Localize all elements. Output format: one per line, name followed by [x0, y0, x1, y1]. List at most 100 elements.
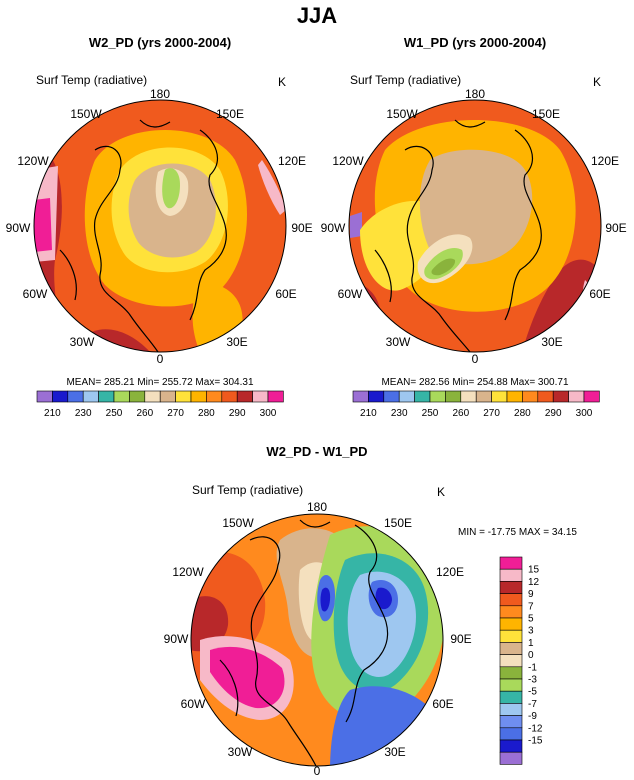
lon-label-120w: 120W: [17, 154, 49, 168]
colorbar-swatch: [499, 617, 523, 631]
colorbar-tick-label: -1: [528, 662, 537, 673]
colorbar-swatch: [129, 390, 146, 403]
colorbar-tick-label: 0: [528, 650, 534, 661]
colorbar-tick-label: -7: [528, 699, 537, 710]
variable-label: Surf Temp (radiative): [36, 73, 147, 87]
colorbar-swatch: [506, 390, 523, 403]
darkblue-east: [375, 587, 392, 610]
colorbar-swatch: [429, 390, 446, 403]
colorbar-tick-label: -5: [528, 687, 537, 698]
lon-label-150e: 150E: [532, 107, 560, 121]
colorbar-swatch: [460, 390, 477, 403]
units-label: K: [437, 485, 445, 499]
lon-label-30w: 30W: [386, 335, 411, 349]
lon-label-150e: 150E: [384, 516, 412, 530]
magenta-patch: [34, 198, 52, 252]
panel-title: W2_PD - W1_PD: [266, 444, 367, 459]
colorbar-tick-label: 300: [260, 408, 277, 419]
panel-title: W1_PD (yrs 2000-2004): [404, 35, 546, 50]
colorbar-tick-label: 270: [483, 408, 500, 419]
colorbar-swatch: [552, 390, 569, 403]
panel-title: W2_PD (yrs 2000-2004): [89, 35, 231, 50]
lon-label-60w: 60W: [181, 697, 206, 711]
lon-label-60w: 60W: [23, 287, 48, 301]
polar-map: [191, 514, 443, 766]
lon-label-150e: 150E: [216, 107, 244, 121]
colorbar-swatch: [499, 556, 523, 570]
colorbar-tick-label: 3: [528, 626, 534, 637]
variable-label: Surf Temp (radiative): [192, 483, 303, 497]
colorbar-swatch: [221, 390, 238, 403]
colorbar-swatch: [499, 568, 523, 582]
lon-label-90e: 90E: [291, 221, 312, 235]
lightblue-east: [347, 571, 416, 677]
colorbar-swatch: [499, 690, 523, 704]
lon-label-90e: 90E: [605, 221, 626, 235]
colorbar-swatch: [82, 390, 99, 403]
colorbar-tick-label: -3: [528, 675, 537, 686]
colorbar-swatch: [537, 390, 554, 403]
colorbar-tick-label: 7: [528, 601, 534, 612]
page-title: JJA: [297, 3, 337, 28]
colorbar-tick-label: 15: [528, 565, 540, 576]
colorbar-swatch: [445, 390, 462, 403]
colorbar-swatch: [499, 654, 523, 668]
variable-label: Surf Temp (radiative): [350, 73, 461, 87]
colorbar-swatch: [52, 390, 69, 403]
colorbar-tick-label: 230: [391, 408, 408, 419]
stats-text: MEAN= 282.56 Min= 254.88 Max= 300.71: [381, 377, 569, 388]
lon-label-180: 180: [150, 87, 170, 101]
colorbar-tick-label: 250: [422, 408, 439, 419]
darkblue-north: [320, 587, 331, 612]
pink-east: [258, 160, 286, 215]
colorbar-swatch: [159, 390, 176, 403]
lon-label-90w: 90W: [6, 221, 31, 235]
lon-label-120w: 120W: [172, 565, 204, 579]
colorbar-tick-label: 280: [198, 408, 215, 419]
colorbar-swatch: [499, 715, 523, 729]
colorbar-swatch: [522, 390, 539, 403]
colorbar-swatch: [499, 642, 523, 655]
colorbar-tick-label: 5: [528, 614, 534, 625]
panel-w2-pd: W2_PD (yrs 2000-2004) Surf Temp (radiati…: [6, 35, 313, 419]
colorbar-swatch: [499, 581, 523, 594]
colorbar: 210 230 250 260 270 280 290 300: [36, 390, 284, 419]
stats-text: MEAN= 285.21 Min= 255.72 Max= 304.31: [66, 377, 254, 388]
colorbar-swatch: [491, 390, 508, 403]
colorbar-swatch: [499, 666, 523, 680]
colorbar-swatch: [499, 703, 523, 716]
lon-label-180: 180: [465, 87, 485, 101]
colorbar-tick-label: 9: [528, 589, 534, 600]
colorbar-swatch: [144, 390, 161, 403]
green-core: [162, 168, 180, 209]
colorbar-swatch: [267, 390, 284, 403]
colorbar-tick-label: 1: [528, 638, 534, 649]
colorbar-tick-label: 270: [167, 408, 184, 419]
colorbar-tick-label: 230: [75, 408, 92, 419]
units-label: K: [593, 75, 601, 89]
lon-label-60e: 60E: [432, 697, 453, 711]
colorbar-swatch: [499, 593, 523, 607]
lon-label-30w: 30W: [70, 335, 95, 349]
colorbar-tick-label: 260: [452, 408, 469, 419]
panel-difference: W2_PD - W1_PD Surf Temp (radiative) K MI…: [164, 444, 578, 778]
lon-label-120e: 120E: [436, 565, 464, 579]
lon-label-90e: 90E: [450, 632, 471, 646]
colorbar-swatch: [190, 390, 207, 403]
colorbar-swatch: [499, 739, 523, 753]
lon-label-30e: 30E: [384, 745, 405, 759]
colorbar-swatch: [414, 390, 431, 403]
coastline: [59, 119, 227, 352]
colorbar-swatch: [499, 751, 523, 765]
colorbar-tick-label: -9: [528, 711, 537, 722]
colorbar-swatch: [368, 390, 385, 403]
colorbar-swatch: [98, 390, 115, 403]
colorbar-tick-label: 280: [514, 408, 531, 419]
lon-label-0: 0: [472, 352, 479, 366]
colorbar-tick-label: 260: [136, 408, 153, 419]
colorbar-swatch: [236, 390, 253, 403]
lon-label-60e: 60E: [589, 287, 610, 301]
polar-map: [34, 100, 286, 352]
